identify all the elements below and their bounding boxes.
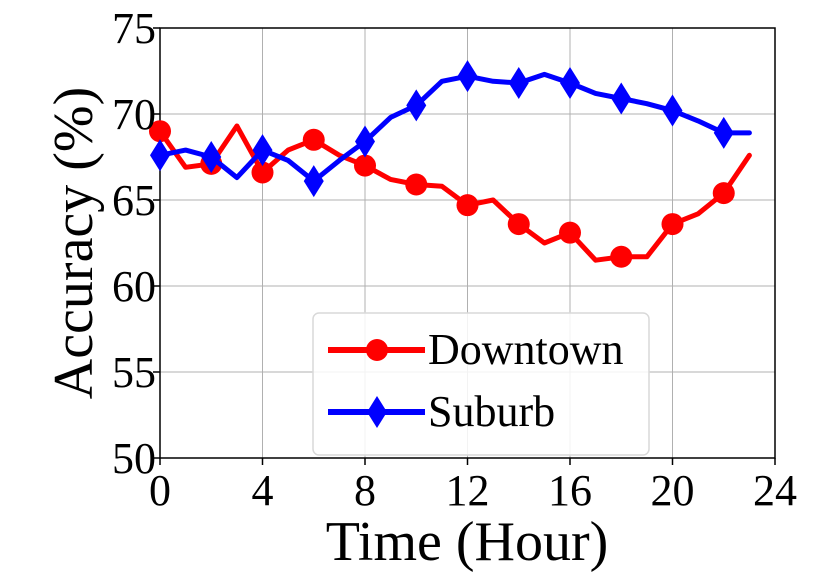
- x-axis-ticks: 0 4 8 12 16 20 24: [149, 458, 797, 515]
- data-point-downtown: [661, 213, 684, 236]
- data-point-suburb: [303, 165, 324, 198]
- legend-marker-suburb: [367, 396, 387, 428]
- data-point-downtown: [302, 128, 325, 151]
- data-point-suburb: [508, 67, 529, 100]
- data-point-suburb: [406, 89, 427, 122]
- data-point-suburb: [150, 139, 170, 172]
- y-tick-label: 65: [112, 176, 156, 225]
- legend: Downtown Suburb: [312, 312, 650, 456]
- legend-marker-shape-downtown: [366, 339, 388, 361]
- x-tick-label: 8: [354, 466, 376, 515]
- legend-label-suburb: Suburb: [428, 387, 555, 436]
- legend-marker-shape-suburb: [367, 396, 387, 428]
- series-downtown: [149, 120, 752, 268]
- data-point-downtown: [610, 245, 633, 268]
- y-tick-label: 55: [112, 348, 156, 397]
- data-point-suburb: [252, 134, 273, 167]
- data-point-suburb: [662, 94, 683, 127]
- x-tick-label: 20: [651, 466, 695, 515]
- data-point-downtown: [251, 161, 274, 184]
- data-point-downtown: [559, 221, 581, 244]
- series-line-suburb: [157, 71, 752, 184]
- data-point-suburb: [457, 60, 478, 93]
- legend-label-downtown: Downtown: [428, 325, 624, 374]
- x-tick-label: 12: [446, 466, 490, 515]
- data-point-downtown: [405, 173, 428, 196]
- data-point-downtown: [149, 120, 171, 143]
- y-tick-label: 60: [112, 262, 156, 311]
- data-point-suburb: [355, 125, 375, 158]
- data-point-suburb: [611, 82, 632, 115]
- y-tick-label: 50: [112, 434, 156, 483]
- data-point-downtown: [456, 194, 479, 217]
- y-tick-label: 75: [112, 4, 156, 53]
- data-point-downtown: [712, 182, 735, 205]
- data-point-suburb: [713, 116, 734, 149]
- series-line-downtown: [157, 123, 752, 263]
- data-point-downtown: [507, 213, 530, 236]
- x-axis-title: Time (Hour): [326, 511, 609, 573]
- x-tick-label: 4: [252, 466, 274, 515]
- x-tick-label: 16: [548, 466, 592, 515]
- data-point-suburb: [560, 67, 580, 100]
- y-tick-label: 70: [112, 90, 156, 139]
- data-point-downtown: [354, 154, 376, 177]
- data-point-suburb: [201, 141, 222, 173]
- series-suburb: [150, 60, 752, 198]
- x-tick-label: 0: [149, 466, 171, 515]
- series-layer: [149, 60, 752, 268]
- x-tick-label: 24: [753, 466, 797, 515]
- y-axis-ticks: 50 55 60 65 70 75: [112, 4, 160, 483]
- legend-marker-downtown: [366, 339, 388, 361]
- y-axis-title: Accuracy (%): [43, 87, 105, 399]
